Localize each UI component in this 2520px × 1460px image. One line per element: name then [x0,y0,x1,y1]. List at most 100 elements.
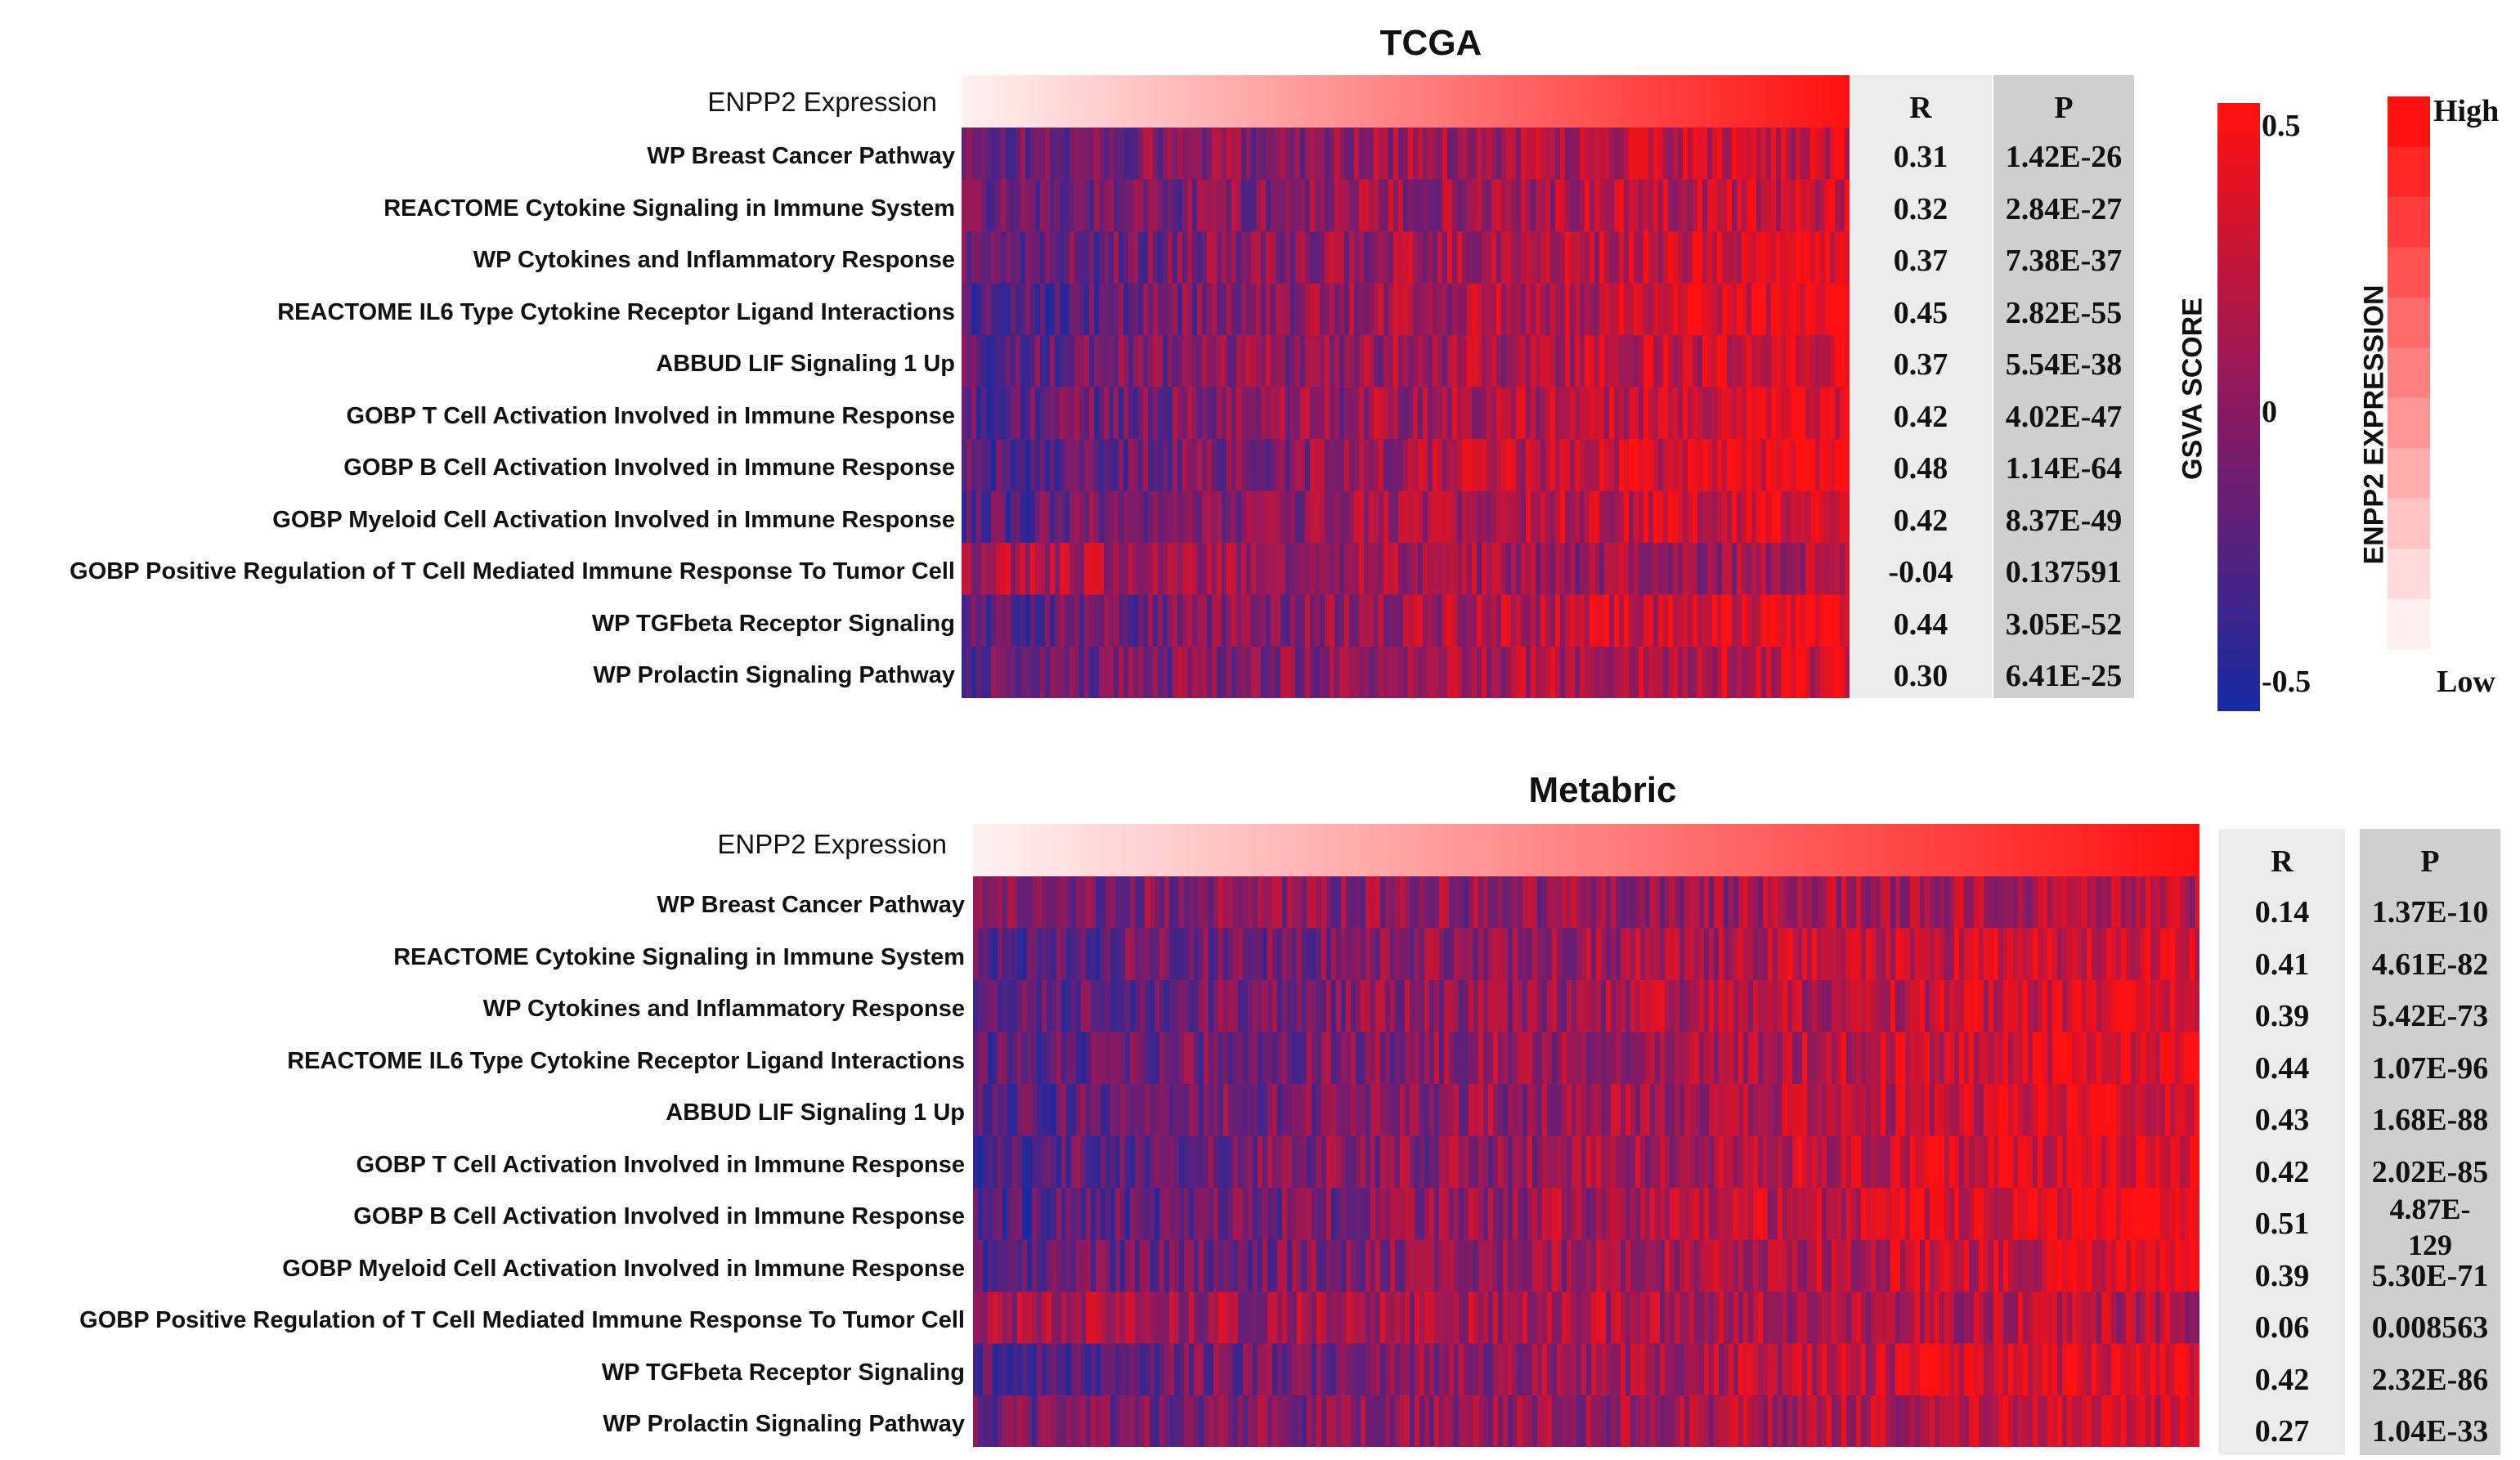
metabric-heatmap-cell [1778,1343,1783,1396]
metabric-heatmap-cell [2180,1292,2186,1344]
metabric-heatmap-cell [2180,1135,2186,1189]
metabric-heatmap-cell [1920,1239,1926,1292]
tcga-heatmap-cell [1433,543,1438,595]
tcga-heatmap-cell [1398,179,1404,232]
tcga-heatmap-cell [1433,439,1438,491]
metabric-heatmap-cell [1174,876,1180,929]
metabric-heatmap-cell [1522,980,1528,1032]
tcga-heatmap-cell [1364,543,1370,595]
tcga-heatmap-cell [981,128,987,180]
metabric-heatmap-cell [1356,1395,1361,1447]
tcga-heatmap-cell [1418,179,1424,232]
tcga-heatmap-cell [1173,179,1178,232]
tcga-heatmap-cell [1295,179,1301,232]
metabric-heatmap-cell [1130,1343,1136,1396]
metabric-heatmap-cell [1518,1343,1523,1396]
metabric-heatmap-cell [1792,1239,1798,1292]
tcga-heatmap-cell [1236,543,1242,595]
metabric-heatmap-cell [1949,1239,1955,1292]
metabric-heatmap-cell [1066,1343,1072,1396]
tcga-heatmap-cell [1452,490,1458,544]
tcga-heatmap-cell [1246,647,1252,698]
metabric-heatmap-cell [1812,1292,1818,1344]
metabric-heatmap-cell [2038,1188,2043,1240]
metabric-heatmap-cell [1037,1084,1043,1136]
metabric-heatmap-cell [1047,980,1052,1032]
metabric-heatmap-cell [1576,928,1582,981]
tcga-heatmap-cell [1756,543,1762,595]
tcga-heatmap-cell [1472,128,1477,180]
metabric-heatmap-cell [2062,1239,2068,1292]
tcga-heatmap-cell [1511,231,1517,284]
metabric-heatmap-cell [1630,1343,1636,1396]
tcga-heatmap-cell [1766,179,1772,232]
metabric-heatmap-cell [1900,1135,1906,1189]
tcga-heatmap-cell [1491,231,1497,284]
metabric-row-label: GOBP Myeloid Cell Activation Involved in… [282,1255,965,1282]
metabric-heatmap-cell [1454,980,1460,1032]
metabric-heatmap-cell [1253,1032,1258,1085]
tcga-heatmap-cell [1339,179,1345,232]
tcga-heatmap-cell [1094,231,1100,284]
tcga-heatmap-cell [1639,387,1644,440]
metabric-heatmap-cell [1351,1239,1356,1292]
tcga-heatmap-cell [1727,647,1733,698]
metabric-heatmap-cell [1385,928,1391,981]
metabric-heatmap-cell [1572,1188,1577,1240]
metabric-heatmap-cell [1807,1343,1813,1396]
metabric-heatmap-cell [1655,1292,1661,1344]
tcga-heatmap-cell [1536,490,1541,544]
metabric-heatmap-cell [1056,980,1062,1032]
metabric-heatmap-cell [1665,1239,1670,1292]
metabric-heatmap-cell [1365,1239,1371,1292]
metabric-heatmap-cell [1675,928,1680,981]
tcga-heatmap-cell [1079,283,1085,336]
metabric-heatmap-cell [2013,1032,2019,1085]
metabric-heatmap-cell [1856,1188,1862,1240]
metabric-heatmap-cell [1179,1135,1185,1189]
metabric-heatmap-cell [1135,1135,1141,1189]
tcga-heatmap-cell [1624,647,1630,698]
tcga-heatmap-cell [1756,647,1762,698]
metabric-heatmap-row [973,1032,2199,1085]
metabric-heatmap-cell [2062,1135,2068,1189]
metabric-heatmap-cell [1993,876,1999,929]
tcga-heatmap-cell [1256,490,1262,544]
metabric-heatmap-cell [2136,1343,2141,1396]
tcga-heatmap-cell [1771,490,1777,544]
tcga-heatmap-cell [1722,490,1728,544]
tcga-heatmap-cell [1732,128,1738,180]
metabric-heatmap-cell [1625,928,1631,981]
metabric-heatmap-cell [1213,1032,1219,1085]
tcga-heatmap-cell [1653,647,1659,698]
metabric-heatmap-cell [1866,928,1872,981]
metabric-heatmap-cell [1110,1032,1116,1085]
metabric-heatmap-cell [1361,928,1366,981]
metabric-heatmap-cell [1542,1395,1548,1447]
metabric-heatmap-cell [2180,1343,2186,1396]
tcga-heatmap-cell [1629,543,1634,595]
metabric-heatmap-cell [1459,1135,1464,1189]
tcga-heatmap-cell [962,543,967,595]
tcga-heatmap-cell [1364,128,1370,180]
tcga-heatmap-cell [1467,647,1473,698]
tcga-heatmap-cell [1344,543,1350,595]
metabric-heatmap-cell [2180,980,2186,1032]
metabric-heatmap-cell [2023,980,2029,1032]
tcga-heatmap-cell [1177,128,1183,180]
tcga-heatmap-cell [1688,179,1693,232]
metabric-heatmap-cell [1925,1239,1930,1292]
metabric-heatmap-cell [1572,928,1577,981]
tcga-r-value: 0.42 [1893,503,1948,538]
metabric-heatmap-cell [1336,980,1342,1032]
tcga-heatmap-cell [1786,128,1791,180]
metabric-heatmap-cell [1336,1135,1342,1189]
tcga-heatmap-cell [1330,283,1335,336]
tcga-heatmap-cell [1060,231,1065,284]
metabric-heatmap-cell [1037,1188,1043,1240]
metabric-heatmap-cell [2121,1084,2127,1136]
tcga-heatmap-cell [1555,283,1561,336]
tcga-heatmap-cell [1624,283,1630,336]
metabric-heatmap-cell [2150,1395,2156,1447]
metabric-heatmap-cell [1037,1395,1043,1447]
